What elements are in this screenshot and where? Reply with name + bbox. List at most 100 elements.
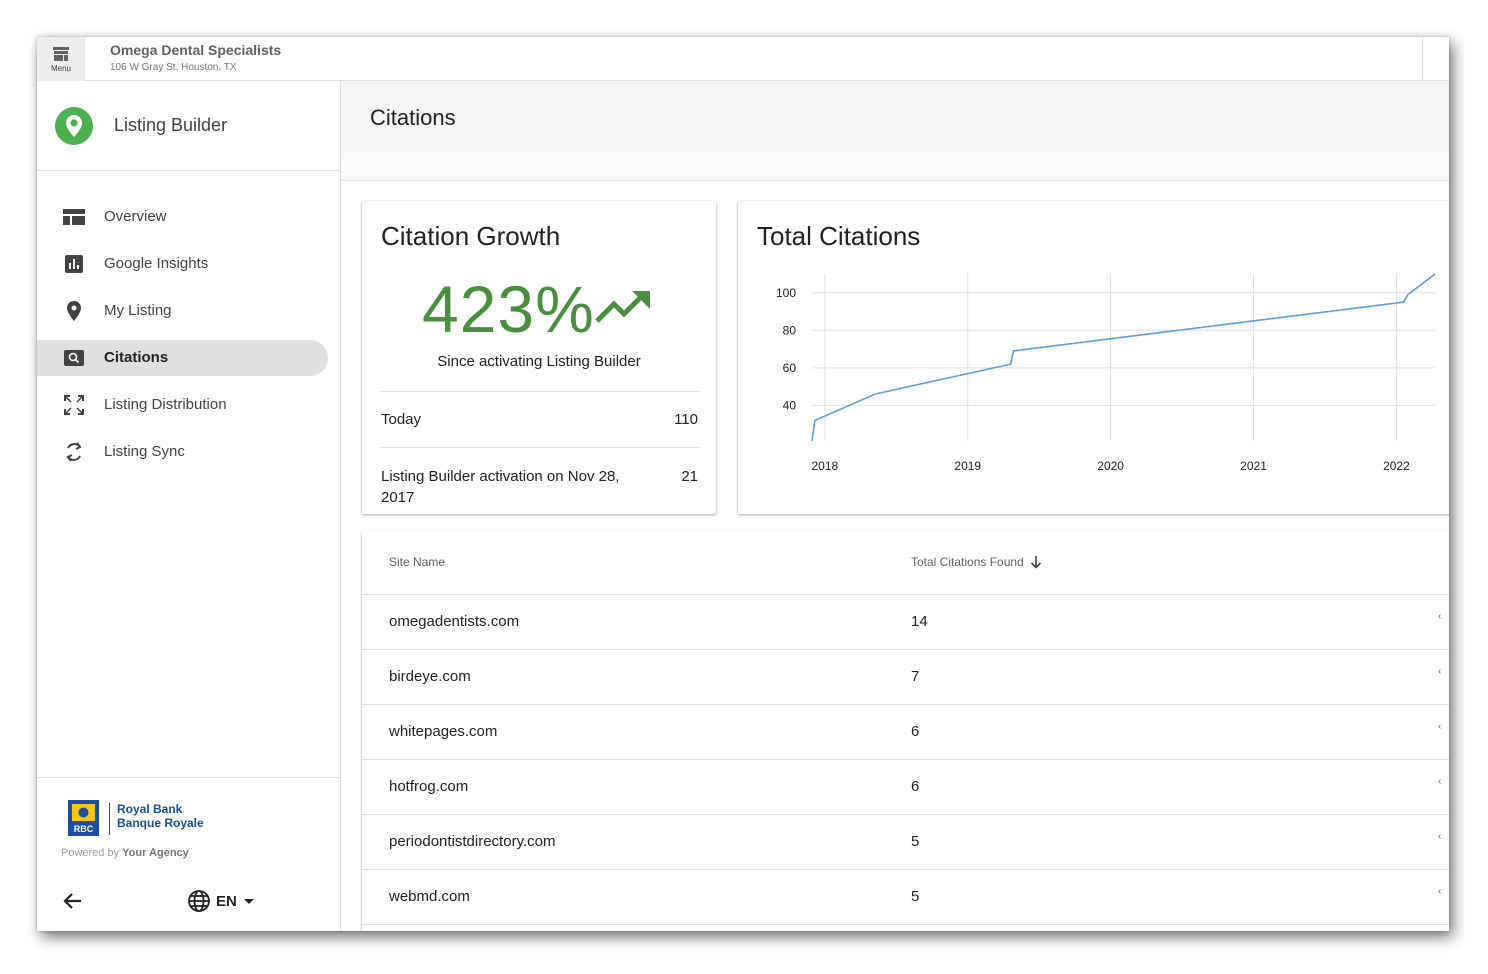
bar-chart-icon — [63, 253, 85, 275]
sidebar-item-google-insights[interactable]: Google Insights — [37, 241, 340, 288]
site-name-cell: omegadentists.com — [389, 613, 520, 630]
sync-icon — [63, 441, 85, 463]
table-row[interactable]: omegadentists.com 14 ‹ — [362, 594, 1449, 649]
sidebar: Listing Builder Overview Google Insights… — [37, 81, 341, 931]
dashboard-icon — [63, 206, 85, 228]
sidebar-item-my-listing[interactable]: My Listing — [37, 288, 340, 335]
total-citations-card: Total Citations 40 60 80 100 2018 2019 2020 202… — [738, 201, 1449, 514]
card-title: Total Citations — [757, 221, 921, 251]
expand-arrows-icon — [63, 394, 85, 416]
sidebar-nav: Overview Google Insights My Listing Cita… — [37, 194, 340, 476]
x-tick-label: 2021 — [1240, 459, 1267, 473]
powered-by: Powered by Your Agency — [61, 847, 189, 859]
globe-icon — [188, 890, 210, 912]
topbar-divider — [1422, 37, 1423, 81]
sort-descending-icon — [1030, 556, 1041, 569]
citation-count-cell: 6 — [911, 723, 920, 740]
sidebar-item-label: My Listing — [104, 302, 172, 319]
column-header-total-citations[interactable]: Total Citations Found — [911, 555, 1042, 569]
site-name-cell: hotfrog.com — [389, 778, 469, 795]
app-window: Menu Omega Dental Specialists 106 W Gray… — [37, 37, 1449, 931]
site-name-cell: periodontistdirectory.com — [389, 833, 556, 850]
x-tick-label: 2019 — [954, 459, 981, 473]
citation-count-cell: 5 — [911, 888, 920, 905]
search-box-icon — [63, 347, 85, 369]
language-selector[interactable]: EN — [187, 889, 256, 913]
row-overflow-icon[interactable]: ‹ — [1438, 776, 1442, 787]
total-citations-chart: 40 60 80 100 2018 2019 2020 2021 2022 — [776, 273, 1436, 473]
column-header-site-name[interactable]: Site Name — [389, 555, 445, 569]
row-overflow-icon[interactable]: ‹ — [1438, 666, 1442, 677]
growth-percent: 423% — [422, 272, 595, 346]
header-band — [341, 153, 1449, 181]
citation-count-cell: 6 — [911, 778, 920, 795]
row-overflow-icon[interactable]: ‹ — [1438, 886, 1442, 897]
x-tick-label: 2022 — [1383, 459, 1410, 473]
sidebar-item-overview[interactable]: Overview — [37, 194, 340, 241]
site-name-cell: whitepages.com — [389, 723, 498, 740]
rbc-logo-text: RBC — [74, 824, 94, 834]
x-tick-label: 2020 — [1097, 459, 1124, 473]
menu-label: Menu — [50, 63, 71, 73]
citation-count-cell: 7 — [911, 668, 920, 685]
back-arrow-button[interactable] — [61, 889, 85, 913]
y-tick-label: 80 — [783, 323, 797, 337]
main-content: Citations Citation Growth 423% Since act… — [341, 81, 1449, 931]
card-title: Citation Growth — [381, 221, 561, 251]
powered-by-agency[interactable]: Your Agency — [122, 847, 189, 859]
sidebar-item-label: Listing Distribution — [104, 396, 227, 413]
column-header-label: Site Name — [389, 555, 446, 569]
table-row[interactable]: periodontistdirectory.com 5 ‹ — [362, 814, 1449, 869]
location-pin-icon — [63, 300, 85, 322]
powered-by-prefix: Powered by — [61, 847, 120, 859]
app-brand: Listing Builder — [37, 81, 340, 171]
activation-value: 21 — [681, 468, 698, 485]
page-title: Citations — [370, 105, 456, 130]
citations-table: Site Name Total Citations Found omegaden… — [362, 531, 1449, 931]
location-pin-logo-icon — [55, 107, 93, 145]
today-label: Today — [381, 411, 422, 428]
row-overflow-icon[interactable]: ‹ — [1438, 611, 1442, 622]
row-overflow-icon[interactable]: ‹ — [1438, 721, 1442, 732]
site-name-cell: birdeye.com — [389, 668, 471, 685]
sidebar-item-listing-distribution[interactable]: Listing Distribution — [37, 382, 340, 429]
page-header: Citations — [341, 81, 1449, 153]
trending-up-icon — [595, 291, 650, 323]
storefront-icon — [53, 46, 69, 61]
sidebar-item-listing-sync[interactable]: Listing Sync — [37, 429, 340, 476]
table-row[interactable]: webmd.com 5 ‹ — [362, 869, 1449, 924]
app-title: Listing Builder — [114, 115, 228, 135]
rbc-logo-icon: RBC — [68, 800, 99, 836]
citation-growth-card: Citation Growth 423% Since activating Li… — [362, 201, 716, 514]
y-tick-label: 60 — [783, 361, 797, 375]
activation-label: Listing Builder activation on Nov 28, 20… — [381, 468, 620, 506]
sidebar-item-label: Listing Sync — [104, 443, 185, 460]
table-row-divider — [362, 924, 1449, 931]
sidebar-item-label: Overview — [104, 208, 167, 225]
site-name-cell: webmd.com — [389, 888, 470, 905]
today-value: 110 — [674, 411, 698, 428]
sidebar-item-label: Citations — [104, 349, 169, 366]
partner-name-line1: Royal Bank — [117, 802, 183, 816]
growth-caption: Since activating Listing Builder — [437, 353, 641, 370]
sidebar-item-citations[interactable]: Citations — [37, 335, 340, 382]
business-address: 106 W Gray St, Houston, TX — [110, 62, 237, 73]
partner-name-line2: Banque Royale — [117, 816, 204, 830]
caret-down-icon — [243, 899, 254, 904]
sidebar-item-label: Google Insights — [104, 255, 209, 272]
table-row[interactable]: whitepages.com 6 ‹ — [362, 704, 1449, 759]
row-divider — [381, 447, 699, 448]
row-overflow-icon[interactable]: ‹ — [1438, 831, 1442, 842]
row-divider — [381, 391, 699, 392]
menu-button[interactable]: Menu — [37, 37, 85, 81]
citation-count-cell: 5 — [911, 833, 920, 850]
table-row[interactable]: birdeye.com 7 ‹ — [362, 649, 1449, 704]
business-name: Omega Dental Specialists — [110, 42, 282, 58]
y-tick-label: 100 — [776, 286, 796, 300]
x-tick-label: 2018 — [812, 459, 839, 473]
series-line — [811, 273, 1436, 442]
table-row[interactable]: hotfrog.com 6 ‹ — [362, 759, 1449, 814]
sidebar-footer-divider — [37, 777, 340, 778]
language-code: EN — [216, 892, 237, 910]
partner-separator — [109, 803, 110, 835]
